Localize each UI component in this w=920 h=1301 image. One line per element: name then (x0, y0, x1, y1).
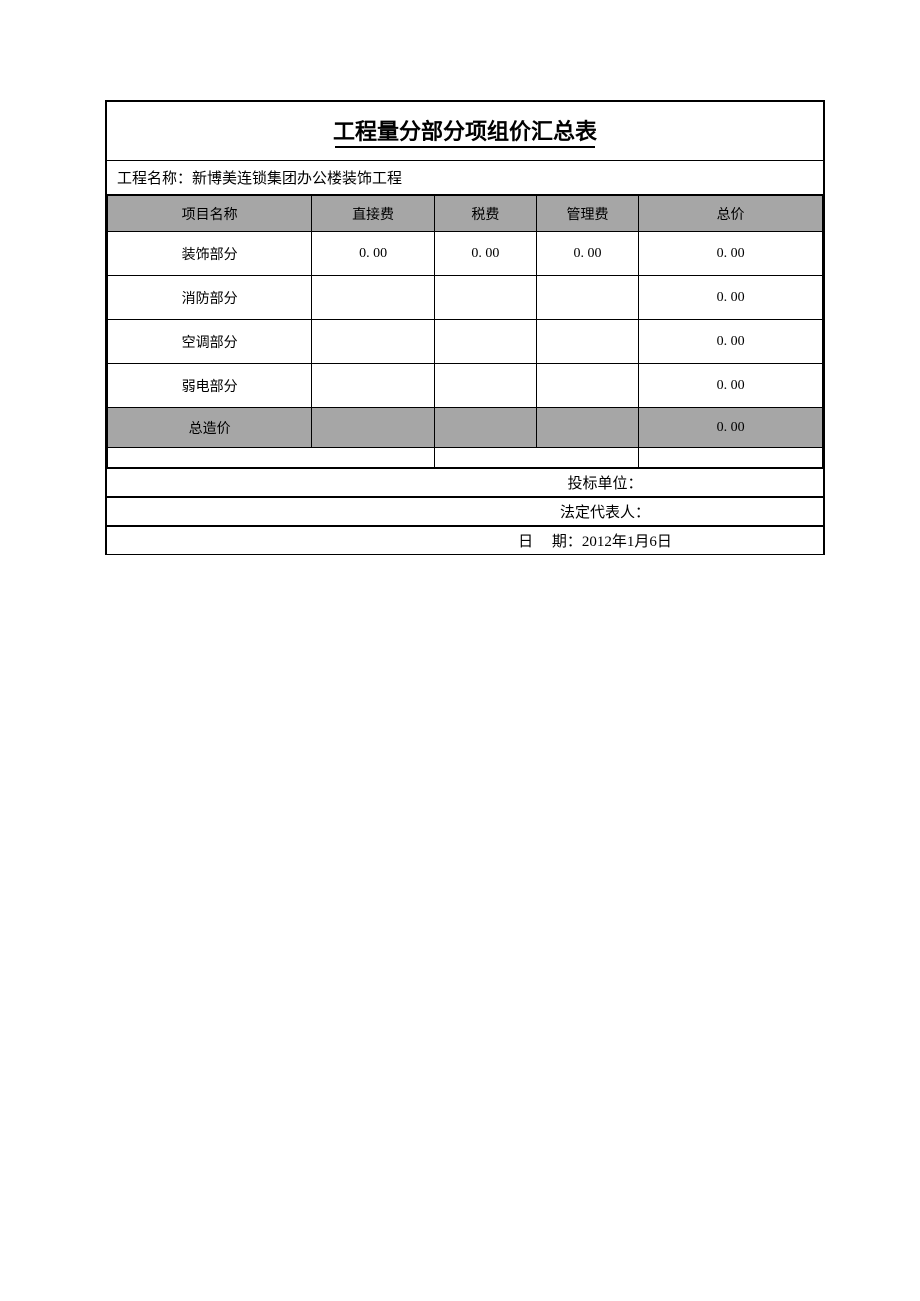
date-value: 2012年1月6日 (582, 534, 672, 550)
cell-item: 空调部分 (108, 320, 312, 364)
spacer-cell (536, 448, 638, 468)
col-header-direct: 直接费 (312, 196, 435, 232)
date-label-b: 期： (552, 534, 582, 550)
date-label-a: 日 (518, 534, 533, 550)
cell-mgmt (536, 276, 638, 320)
cell-tax (434, 320, 536, 364)
date-label: 日 期： (258, 530, 582, 551)
cell-direct (312, 364, 435, 408)
cell-tax (434, 276, 536, 320)
col-header-item: 项目名称 (108, 196, 312, 232)
table-row: 弱电部分 0. 00 (108, 364, 823, 408)
title-text: 工程量分部分项组价汇总表 (333, 119, 597, 144)
cell-total: 0. 00 (639, 232, 823, 276)
table-header-row: 项目名称 直接费 税费 管理费 总价 (108, 196, 823, 232)
cell-direct (312, 320, 435, 364)
table-row: 消防部分 0. 00 (108, 276, 823, 320)
spacer-cell (312, 448, 435, 468)
footer-date: 日 期：2012年1月6日 (107, 526, 823, 555)
table-row: 装饰部分 0. 00 0. 00 0. 00 0. 00 (108, 232, 823, 276)
col-header-mgmt: 管理费 (536, 196, 638, 232)
cell-tax: 0. 00 (434, 232, 536, 276)
footer-bidder: 投标单位： (107, 468, 823, 497)
total-mgmt (536, 408, 638, 448)
total-tax (434, 408, 536, 448)
cell-direct (312, 276, 435, 320)
total-label: 总造价 (108, 408, 312, 448)
table-total-row: 总造价 0. 00 (108, 408, 823, 448)
cell-total: 0. 00 (639, 276, 823, 320)
project-name-value: 新博美连锁集团办公楼装饰工程 (192, 171, 402, 187)
total-direct (312, 408, 435, 448)
col-header-total: 总价 (639, 196, 823, 232)
cell-item: 弱电部分 (108, 364, 312, 408)
spacer-cell (639, 448, 823, 468)
col-header-tax: 税费 (434, 196, 536, 232)
title-underline (335, 146, 595, 148)
summary-table: 项目名称 直接费 税费 管理费 总价 装饰部分 0. 00 0. 00 0. 0… (107, 195, 823, 468)
cell-total: 0. 00 (639, 320, 823, 364)
cell-direct: 0. 00 (312, 232, 435, 276)
document-title: 工程量分部分项组价汇总表 (107, 102, 823, 160)
document-frame: 工程量分部分项组价汇总表 工程名称：新博美连锁集团办公楼装饰工程 项目名称 直接… (105, 100, 825, 555)
cell-tax (434, 364, 536, 408)
spacer-row (108, 448, 823, 468)
bidder-label: 投标单位： (287, 472, 642, 493)
legal-rep-label: 法定代表人： (280, 501, 650, 522)
cell-mgmt (536, 364, 638, 408)
project-name-label: 工程名称： (117, 171, 192, 187)
table-row: 空调部分 0. 00 (108, 320, 823, 364)
cell-item: 消防部分 (108, 276, 312, 320)
spacer-cell (108, 448, 312, 468)
cell-item: 装饰部分 (108, 232, 312, 276)
project-name-row: 工程名称：新博美连锁集团办公楼装饰工程 (107, 160, 823, 195)
spacer-cell (434, 448, 536, 468)
cell-total: 0. 00 (639, 364, 823, 408)
footer-legal-rep: 法定代表人： (107, 497, 823, 526)
cell-mgmt (536, 320, 638, 364)
cell-mgmt: 0. 00 (536, 232, 638, 276)
total-value: 0. 00 (639, 408, 823, 448)
